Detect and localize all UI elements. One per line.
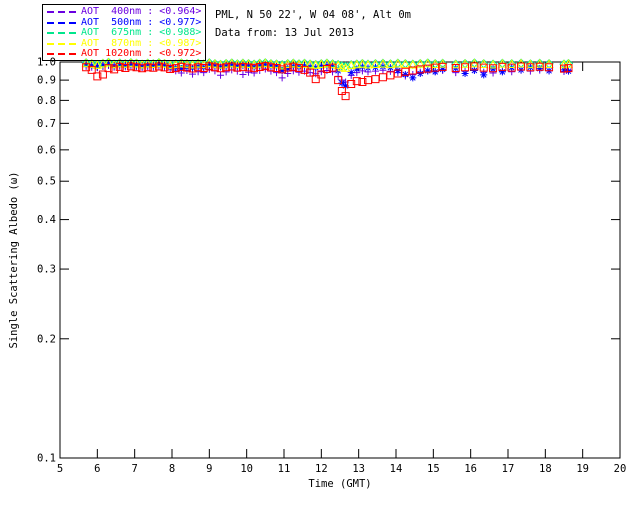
legend-label-400nm: AOT 400nm : <0.964> <box>81 6 202 18</box>
svg-text:10: 10 <box>240 463 253 475</box>
legend-row-500nm: AOT 500nm : <0.977> <box>47 16 205 29</box>
svg-text:17: 17 <box>502 463 515 475</box>
svg-text:9: 9 <box>206 463 212 475</box>
svg-text:0.4: 0.4 <box>37 214 56 226</box>
legend-dash-675nm <box>47 32 77 35</box>
svg-text:8: 8 <box>169 463 175 475</box>
svg-text:0.8: 0.8 <box>37 95 56 107</box>
legend-label-870nm: AOT 870nm : <0.987> <box>81 37 202 49</box>
series-aot-870nm <box>81 57 574 72</box>
svg-text:0.2: 0.2 <box>37 333 56 345</box>
legend-row-1020nm: AOT 1020nm : <0.972> <box>47 49 205 60</box>
svg-text:18: 18 <box>539 463 552 475</box>
svg-text:0.9: 0.9 <box>37 75 56 87</box>
svg-text:20: 20 <box>614 463 627 475</box>
y-axis: 0.1 0.2 0.3 0.4 0.5 0.6 0.7 0.8 0.9 1.0 <box>37 57 620 465</box>
svg-text:15: 15 <box>427 463 440 475</box>
svg-text:0.3: 0.3 <box>37 264 56 276</box>
legend-dash-870nm <box>47 42 77 45</box>
svg-text:12: 12 <box>315 463 328 475</box>
y-axis-label: Single Scattering Albedo (ω) <box>8 171 20 348</box>
series-aot-1020nm <box>82 62 573 101</box>
svg-text:16: 16 <box>464 463 477 475</box>
svg-text:0.7: 0.7 <box>37 118 56 130</box>
legend-row-675nm: AOT 675nm : <0.988> <box>47 28 205 39</box>
legend-box: AOT 400nm : <0.964> AOT 500nm : <0.977> … <box>42 4 206 61</box>
svg-text:0.6: 0.6 <box>37 144 56 156</box>
date-label: Data from: 13 Jul 2013 <box>215 27 355 39</box>
legend-row-400nm: AOT 400nm : <0.964> <box>47 7 205 18</box>
station-title: PML, N 50 22', W 04 08', Alt 0m <box>215 9 411 21</box>
legend-row-870nm: AOT 870nm : <0.987> <box>47 37 205 50</box>
legend-label-500nm: AOT 500nm : <0.977> <box>81 16 202 28</box>
x-axis-label: Time (GMT) <box>308 478 371 490</box>
svg-text:0.5: 0.5 <box>37 176 56 188</box>
svg-text:11: 11 <box>278 463 291 475</box>
legend-dash-500nm <box>47 21 77 24</box>
svg-text:14: 14 <box>390 463 403 475</box>
legend-dash-400nm <box>47 11 77 14</box>
legend-label-1020nm: AOT 1020nm : <0.972> <box>81 48 202 60</box>
plot-frame <box>59 61 621 459</box>
legend-dash-1020nm <box>47 53 77 56</box>
svg-text:0.1: 0.1 <box>37 453 56 465</box>
svg-text:1.0: 1.0 <box>37 57 56 69</box>
svg-text:7: 7 <box>132 463 138 475</box>
legend-label-675nm: AOT 675nm : <0.988> <box>81 27 202 39</box>
svg-text:19: 19 <box>576 463 589 475</box>
svg-text:6: 6 <box>94 463 100 475</box>
svg-text:13: 13 <box>352 463 365 475</box>
x-axis: 5 6 7 8 9 10 11 12 13 14 15 16 17 18 19 20 <box>57 62 626 475</box>
svg-text:5: 5 <box>57 463 63 475</box>
